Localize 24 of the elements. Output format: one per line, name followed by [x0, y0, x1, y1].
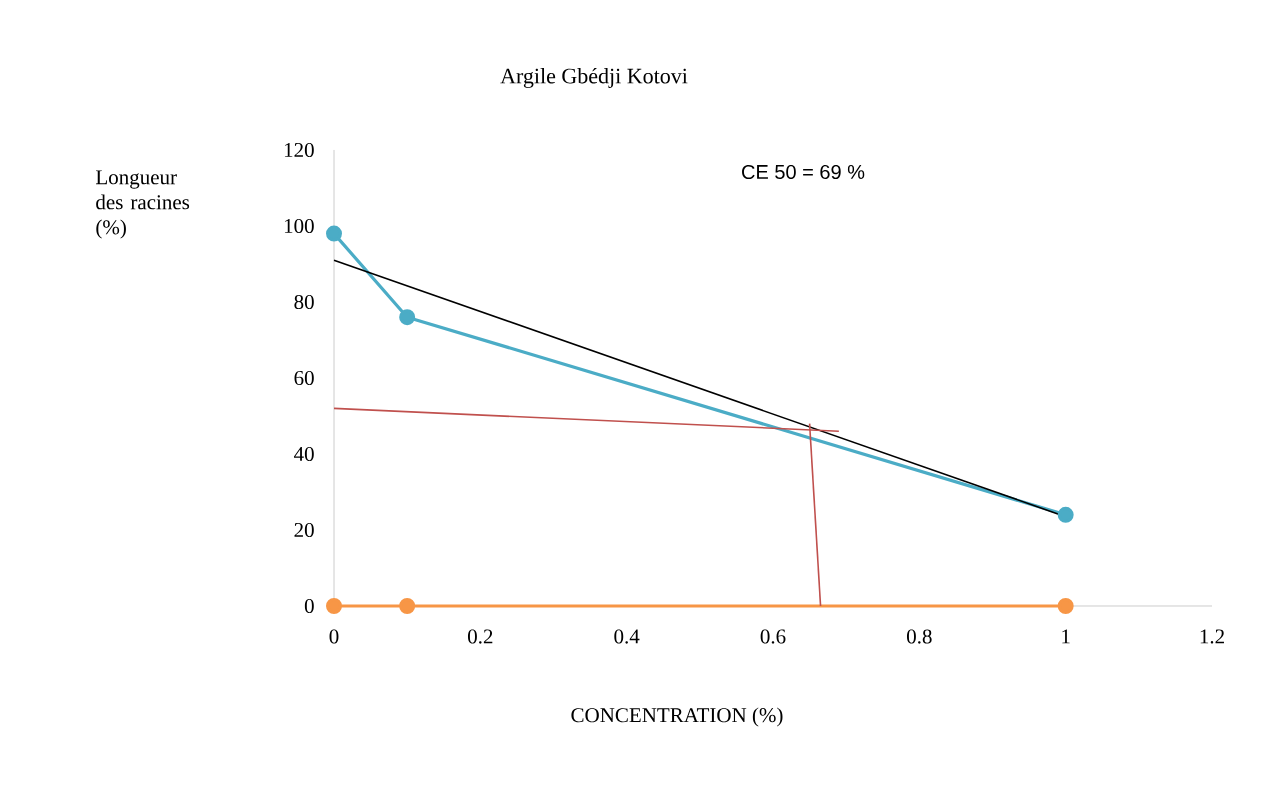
point: [399, 597, 416, 614]
x-tick-label: 1: [1062, 629, 1070, 644]
y-tick-label: 20: [294, 522, 314, 538]
point: [1057, 597, 1074, 614]
chart-title: Argile Gbédji Kotovi: [500, 67, 688, 88]
x-tick-label: 0.6: [760, 629, 786, 644]
point: [1057, 506, 1074, 523]
point: [399, 309, 416, 326]
x-tick-label: 0.4: [614, 629, 640, 644]
point: [326, 225, 342, 242]
y-tick-label: 40: [294, 446, 314, 462]
point: [326, 597, 342, 614]
y-tick-label: 60: [294, 370, 314, 386]
x-tick-label: 0: [329, 629, 339, 644]
x-tick-label: 0.2: [467, 629, 493, 644]
y-tick-label: 120: [284, 142, 314, 158]
y-tick-label: 100: [284, 218, 314, 234]
x-axis-title: CONCENTRATION (%): [571, 707, 783, 727]
y-tick-label: 0: [304, 598, 314, 614]
x-tick-label: 1.2: [1200, 629, 1224, 644]
annotation: CE 50 = 69 %: [742, 164, 865, 180]
y-tick-label: 80: [294, 294, 314, 310]
x-tick-label: 0.8: [907, 629, 932, 644]
y-axis-title: Longueur des racines (%): [96, 170, 190, 239]
